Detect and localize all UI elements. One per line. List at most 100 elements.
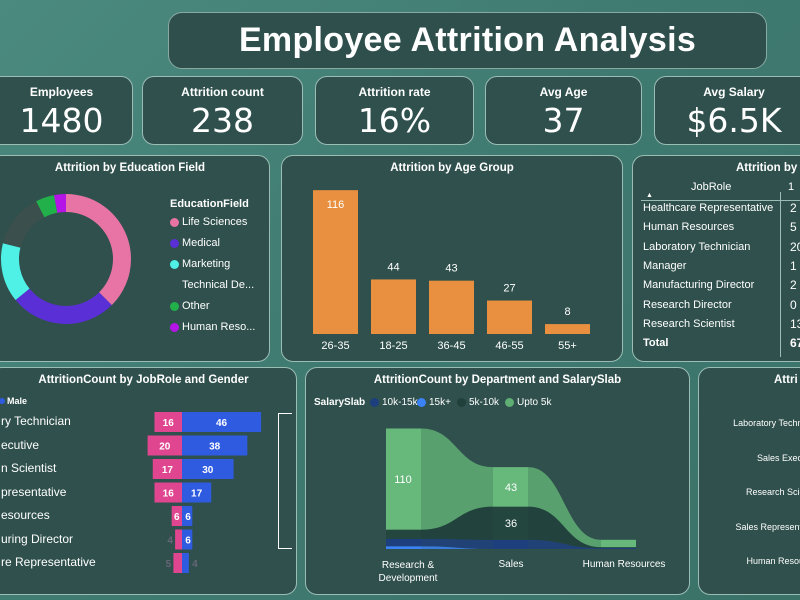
kpi-avg-age: Avg Age 37: [485, 76, 642, 145]
legend-item[interactable]: 10k-15k: [370, 397, 418, 408]
age-axis-label: 18-25: [379, 340, 407, 352]
column-divider: [780, 192, 781, 357]
age-axis-label: 46-55: [495, 340, 523, 352]
flow-link[interactable]: [421, 428, 493, 530]
legend-item[interactable]: Technical De...: [170, 279, 254, 291]
flow-link[interactable]: [421, 546, 493, 549]
male-value: 17: [191, 489, 203, 500]
table-row-label[interactable]: Research Director: [643, 298, 732, 311]
department-segment[interactable]: [386, 538, 421, 547]
flow-link[interactable]: [528, 467, 601, 548]
age-bar-value: 116: [327, 199, 345, 211]
legend-dot: [170, 301, 179, 311]
legend-item[interactable]: 5k-10k: [457, 397, 499, 408]
female-bar[interactable]: [173, 553, 182, 573]
legend-item[interactable]: Medical: [170, 237, 220, 249]
male-bar[interactable]: [182, 435, 248, 456]
jobrole-axis-label: Human Resources: [746, 556, 800, 566]
female-bar[interactable]: [147, 435, 182, 456]
female-value: 17: [162, 465, 174, 476]
male-bar[interactable]: [182, 506, 193, 526]
jobrole-label: re Representative: [1, 555, 96, 569]
age-bar-value: 27: [503, 283, 515, 295]
education-donut-chart: [0, 194, 131, 324]
age-bar-55+[interactable]: [545, 324, 590, 334]
female-bar[interactable]: [154, 412, 182, 432]
legend-dot: [505, 398, 514, 407]
jobrole-label: ecutive: [1, 437, 40, 452]
male-bar[interactable]: [182, 529, 193, 550]
legend-dot: [0, 398, 5, 404]
table-row-label[interactable]: Manufacturing Director: [643, 279, 755, 292]
age-group-bar-chart: 116 26-35 44 18-25 43 36-45 27 46-55 8 55+: [313, 190, 590, 352]
department-segment[interactable]: [386, 428, 421, 530]
donut-slice-5[interactable]: [54, 194, 66, 213]
education-field-card: Attrition by Education Field EducationFi…: [0, 155, 270, 362]
male-bar[interactable]: [182, 459, 234, 479]
jobrole-axis-label: Laboratory Technician: [733, 418, 800, 428]
male-bar[interactable]: [182, 482, 212, 503]
female-bar[interactable]: [175, 529, 182, 550]
age-bar-26-35[interactable]: [313, 190, 358, 334]
legend-item[interactable]: Life Sciences: [170, 216, 247, 228]
legend-item[interactable]: Marketing: [170, 258, 230, 270]
age-bar-18-25[interactable]: [371, 279, 416, 334]
flow-link[interactable]: [528, 506, 601, 549]
male-bar[interactable]: [182, 553, 189, 573]
female-value: 16: [163, 418, 175, 429]
column-header-jobrole[interactable]: JobRole: [691, 181, 732, 193]
department-segment[interactable]: [493, 539, 528, 549]
table-row-label[interactable]: Manager: [643, 259, 687, 272]
flow-value-label: 110: [394, 474, 412, 486]
female-bar[interactable]: [152, 459, 182, 479]
legend-item[interactable]: Upto 5k: [505, 397, 551, 408]
table-row-label[interactable]: Laboratory Technician: [643, 240, 751, 253]
legend-male[interactable]: Male: [0, 396, 27, 406]
table-row-label[interactable]: Research Scientist: [643, 317, 735, 330]
department-segment[interactable]: [386, 529, 421, 539]
table-row-value: 2: [790, 278, 797, 293]
table-row-value: 13: [790, 316, 800, 331]
age-bar-value: 8: [564, 306, 570, 318]
female-bar[interactable]: [154, 482, 182, 503]
table-row-value: 2: [790, 201, 797, 215]
department-segment[interactable]: [601, 548, 636, 549]
flow-link[interactable]: [528, 539, 601, 549]
donut-slice-0[interactable]: [66, 194, 131, 306]
female-bar[interactable]: [171, 506, 182, 526]
legend-item[interactable]: 15k+: [417, 397, 451, 408]
donut-slice-3[interactable]: [2, 201, 45, 248]
department-segment[interactable]: [386, 546, 421, 549]
scroll-bracket[interactable]: [278, 413, 292, 549]
table-row-label[interactable]: Healthcare Representative: [643, 202, 774, 214]
legend-dot: [417, 398, 426, 407]
jobrole-label: presentative: [1, 484, 67, 499]
age-bar-46-55[interactable]: [487, 300, 532, 334]
legend-dot: [457, 398, 466, 407]
attrition-table-card: Attrition by S JobRole ▲ 1 Healthcare Re…: [632, 155, 800, 362]
legend-item[interactable]: Human Reso...: [170, 321, 255, 333]
age-axis-label: 26-35: [321, 340, 349, 352]
table-row-label[interactable]: Human Resources: [643, 221, 735, 234]
flow-link[interactable]: [421, 506, 493, 540]
department-segment[interactable]: [601, 539, 636, 548]
age-bar-36-45[interactable]: [429, 280, 474, 334]
flow-link[interactable]: [421, 538, 493, 549]
male-bar[interactable]: [182, 412, 262, 432]
legend-item[interactable]: Other: [170, 300, 210, 312]
age-bar-value: 43: [445, 263, 457, 275]
jobrole-label: n Scientist: [1, 461, 57, 475]
flow-value-label: 36: [505, 518, 517, 530]
donut-slice-1[interactable]: [15, 288, 112, 324]
department-label: Research & Development: [378, 560, 438, 584]
column-header-1[interactable]: 1: [788, 181, 795, 193]
department-segment[interactable]: [601, 547, 636, 549]
department-segment[interactable]: [493, 506, 528, 540]
age-bar-value: 44: [387, 261, 399, 273]
department-segment[interactable]: [493, 467, 528, 507]
sort-ascending-icon[interactable]: ▲: [646, 192, 653, 199]
donut-slice-2[interactable]: [0, 243, 30, 301]
department-salary-card: AttritionCount by Department and SalaryS…: [305, 367, 690, 595]
donut-slice-4[interactable]: [36, 195, 58, 218]
